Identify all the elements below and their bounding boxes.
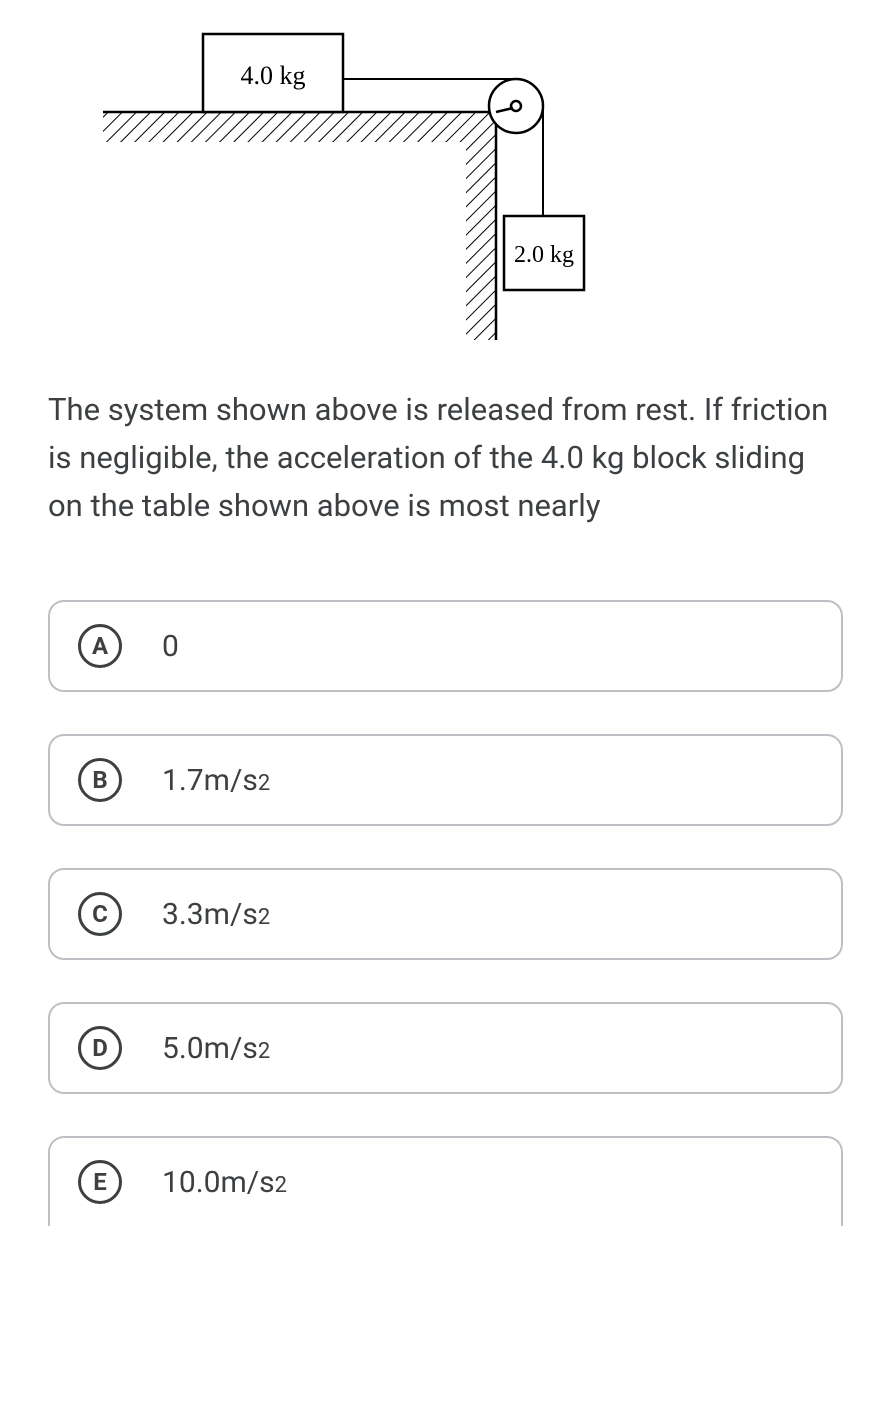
option-text-b: 1.7 m/s2 <box>162 763 270 798</box>
option-letter-e: E <box>78 1160 122 1204</box>
option-text-c: 3.3 m/s2 <box>162 897 270 932</box>
option-d[interactable]: D 5.0 m/s2 <box>48 1002 843 1094</box>
option-e[interactable]: E 10.0 m/s2 <box>48 1136 843 1226</box>
diagram-container: 4.0 kg 2.0 kg <box>0 0 891 386</box>
option-letter-d: D <box>78 1026 122 1070</box>
question-text: The system shown above is released from … <box>0 386 891 530</box>
option-text-a: 0 <box>162 629 179 664</box>
option-c[interactable]: C 3.3 m/s2 <box>48 868 843 960</box>
options-container: A 0 B 1.7 m/s2 C 3.3 m/s2 D 5.0 m/s2 E 1… <box>0 600 891 1226</box>
option-a[interactable]: A 0 <box>48 600 843 692</box>
option-letter-a: A <box>78 624 122 668</box>
block-2kg-label: 2.0 kg <box>514 242 574 268</box>
physics-diagram: 4.0 kg 2.0 kg <box>48 16 588 346</box>
option-text-e: 10.0 m/s2 <box>162 1165 287 1200</box>
option-letter-c: C <box>78 892 122 936</box>
option-b[interactable]: B 1.7 m/s2 <box>48 734 843 826</box>
block-4kg-label: 4.0 kg <box>241 61 306 90</box>
option-letter-b: B <box>78 758 122 802</box>
option-text-d: 5.0 m/s2 <box>162 1031 270 1066</box>
